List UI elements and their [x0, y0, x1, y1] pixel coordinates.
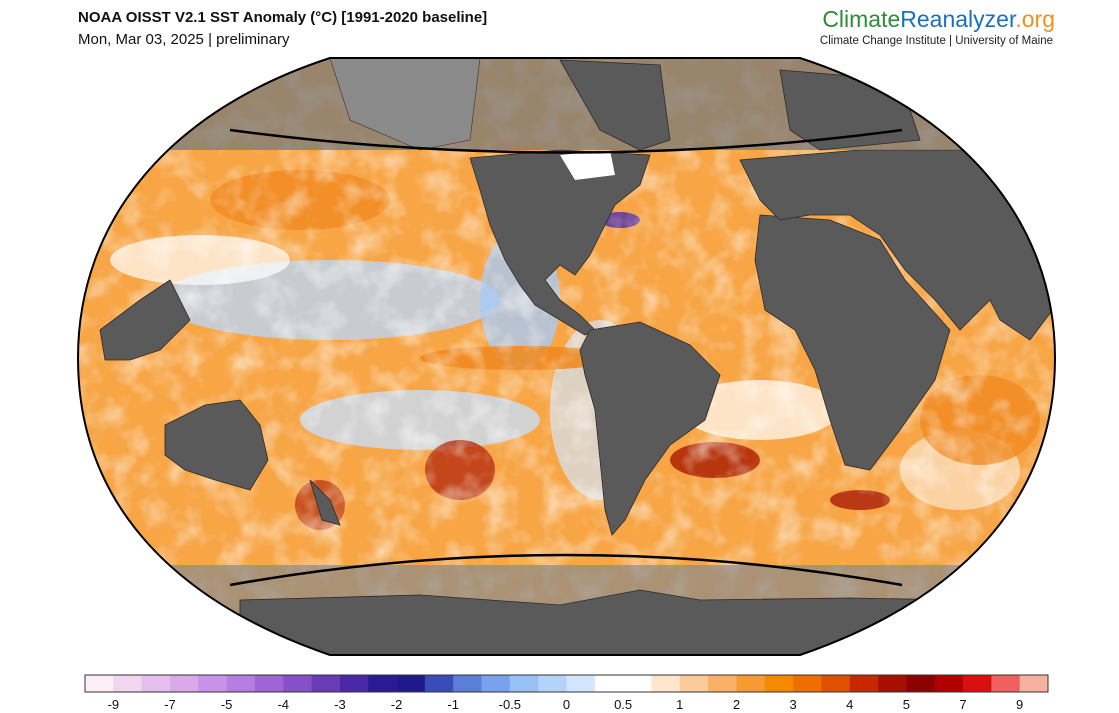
colorbar-swatch: [821, 675, 851, 692]
colorbar: -9 -7 -5 -4 -3 -2 -1 -0.5 0 0.5 1 2 3 4 5 7 9: [84, 674, 1049, 712]
colorbar-swatch: [793, 675, 822, 692]
colorbar-swatch: [283, 675, 312, 692]
colorbar-swatch: [396, 675, 426, 692]
colorbar-label: 4: [846, 697, 853, 712]
antarctic-boundary: [229, 553, 903, 587]
colorbar-swatch: [566, 675, 596, 692]
affiliation: Climate Change Institute | University of…: [820, 35, 1053, 47]
title: NOAA OISST V2.1 SST Anomaly (°C) [1991-2…: [78, 9, 487, 26]
colorbar-swatch: [708, 675, 737, 692]
colorbar-swatch: [113, 675, 142, 692]
colorbar-swatch: [594, 675, 624, 692]
colorbar-swatch: [226, 675, 256, 692]
land: [99, 149, 1055, 536]
colorbar-label: -7: [164, 697, 176, 712]
colorbar-swatch: [509, 675, 539, 692]
colorbar-label: 1: [676, 697, 683, 712]
map: [78, 58, 1055, 655]
colorbar-swatch: [736, 675, 766, 692]
brand-part: Reanalyzer: [900, 6, 1017, 32]
colorbar-swatch: [339, 675, 369, 692]
colorbar-label: -4: [277, 697, 289, 712]
colorbar-swatch: [169, 675, 199, 692]
colorbar-swatch: [85, 675, 114, 692]
colorbar-label: -1: [447, 697, 459, 712]
colorbar-swatch: [538, 675, 567, 692]
colorbar-label: 9: [1016, 697, 1023, 712]
colorbar-label: 2: [733, 697, 740, 712]
colorbar-swatch: [878, 675, 907, 692]
arctic-boundary: [229, 128, 903, 154]
colorbar-label: 3: [789, 697, 796, 712]
brand-logo: ClimateReanalyzer.org: [822, 6, 1055, 32]
brand-part: .org: [1015, 6, 1055, 32]
colorbar-label: -2: [391, 697, 403, 712]
colorbar-swatch: [368, 675, 397, 692]
colorbar-swatch: [934, 675, 964, 692]
colorbar-label: 0: [563, 697, 570, 712]
colorbar-swatch: [141, 675, 171, 692]
colorbar-label: -0.5: [499, 697, 521, 712]
colorbar-swatch: [424, 675, 454, 692]
colorbar-swatch: [991, 675, 1020, 692]
map-border: [76, 57, 1057, 656]
colorbar-swatch: [764, 675, 794, 692]
colorbar-label: 0.5: [614, 697, 632, 712]
subtitle: Mon, Mar 03, 2025 | preliminary: [78, 31, 290, 48]
colorbar-label: 7: [959, 697, 966, 712]
colorbar-label: -9: [108, 697, 120, 712]
colorbar-label: -5: [221, 697, 233, 712]
colorbar-swatch: [254, 675, 284, 692]
colorbar-swatch: [311, 675, 341, 692]
colorbar-swatch: [906, 675, 936, 692]
colorbar-swatch: [963, 675, 992, 692]
colorbar-swatch: [1019, 675, 1049, 692]
colorbar-swatch: [849, 675, 879, 692]
brand-part: Climate: [822, 6, 900, 32]
colorbar-label: -3: [334, 697, 346, 712]
colorbar-frame: [84, 674, 1049, 693]
colorbar-swatch: [651, 675, 681, 692]
colorbar-swatch: [198, 675, 227, 692]
ice: [560, 150, 615, 180]
colorbar-label: 5: [903, 697, 910, 712]
colorbar-swatch: [679, 675, 709, 692]
colorbar-swatch: [453, 675, 482, 692]
colorbar-swatch: [623, 675, 652, 692]
colorbar-swatch: [481, 675, 511, 692]
